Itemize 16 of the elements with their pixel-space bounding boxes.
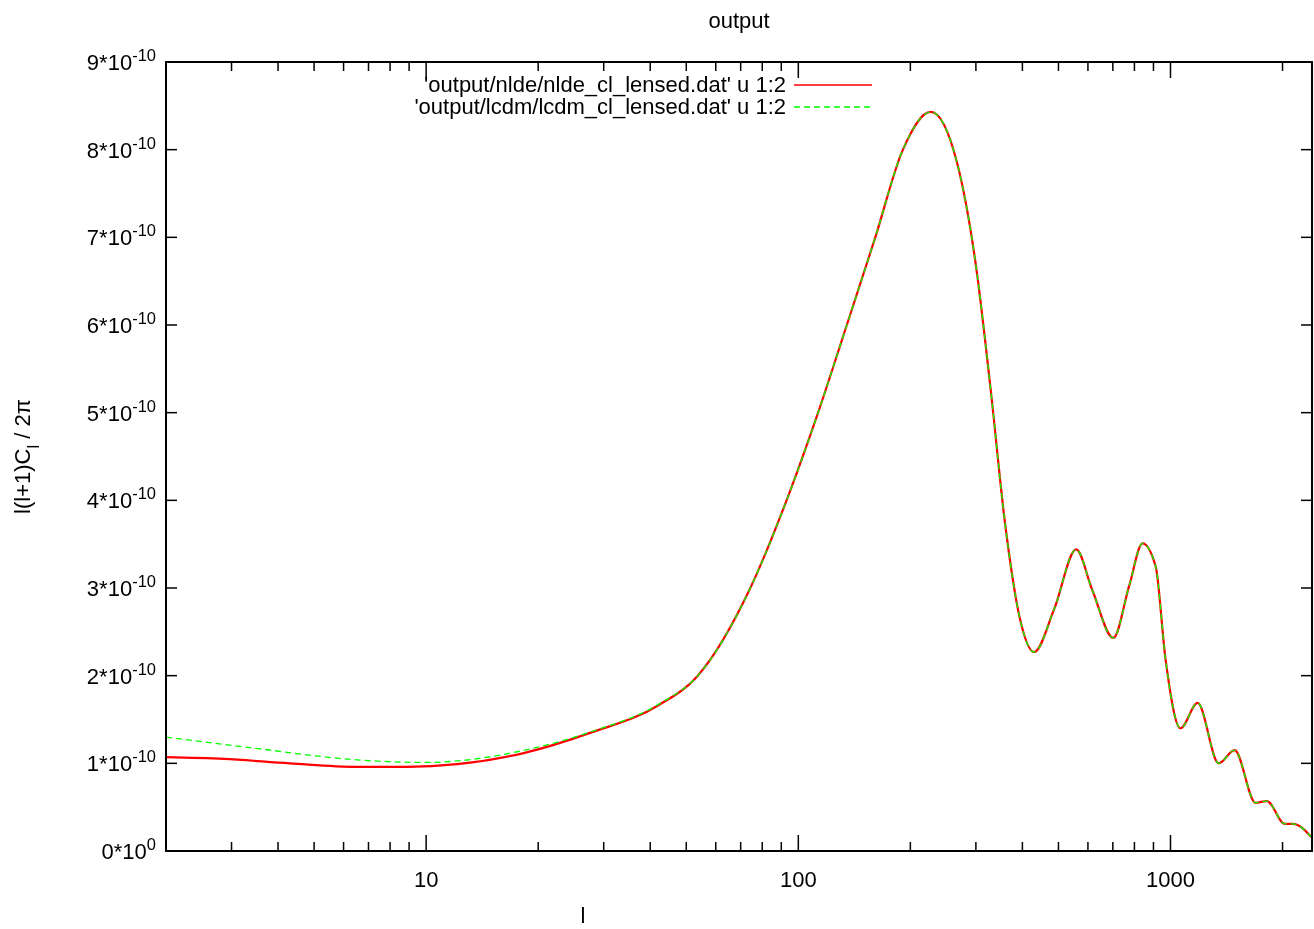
x-tick-label: 100 bbox=[779, 867, 817, 892]
legend-label: 'output/nlde/nlde_cl_lensed.dat' u 1:2 bbox=[424, 72, 786, 97]
y-tick-label: 1*10$^{-10}$ bbox=[86, 747, 156, 777]
y-tick-label: 4*10$^{-10}$ bbox=[86, 484, 156, 514]
y-tick-label: 6*10$^{-10}$ bbox=[86, 309, 156, 338]
x-axis-title: l bbox=[580, 903, 586, 928]
y-tick-label: 3*10$^{-10}$ bbox=[86, 572, 156, 601]
chart-title: output bbox=[708, 8, 770, 33]
y-tick-label: 5*10$^{-10}$ bbox=[86, 396, 156, 426]
y-tick-label: 2*10$^{-10}$ bbox=[86, 659, 156, 689]
x-tick-label: 1000 bbox=[1146, 867, 1195, 892]
y-tick-label: 9*10$^{-10}$ bbox=[86, 46, 156, 75]
y-tick-label: 7*10$^{-10}$ bbox=[86, 221, 156, 251]
x-tick-label: 10 bbox=[413, 867, 439, 892]
y-tick-label: 0*10$^{0}$ bbox=[101, 835, 156, 864]
y-tick-label: 8*10$^{-10}$ bbox=[86, 133, 156, 163]
